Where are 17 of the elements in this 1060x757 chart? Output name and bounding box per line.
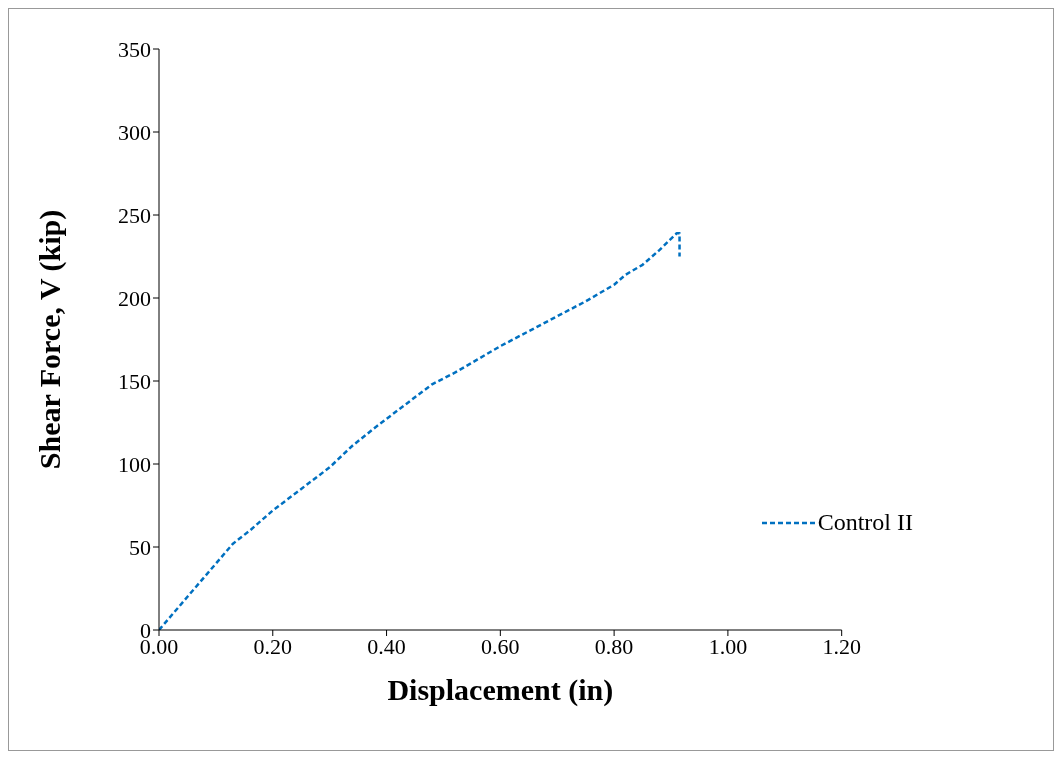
y-tick-label: 150: [118, 368, 151, 394]
y-tick-label: 200: [118, 285, 151, 311]
legend-label: Control II: [817, 509, 913, 536]
x-tick-label: 1.00: [708, 633, 748, 659]
y-tick-label: 250: [118, 202, 151, 228]
x-tick-label: 1.20: [822, 633, 861, 659]
x-tick-label: 0.40: [367, 633, 406, 659]
y-tick-label: 300: [118, 119, 151, 145]
x-tick-label: 0.20: [253, 633, 293, 659]
line-series: [159, 232, 681, 630]
y-tick-label: 350: [118, 36, 151, 62]
x-tick-label: 0.80: [594, 633, 634, 659]
x-axis-title: Displacement (in): [387, 673, 614, 707]
x-tick-label: 0.60: [481, 633, 520, 659]
y-tick-label: 100: [118, 451, 151, 477]
y-axis-title: Shear Force, V (kip): [32, 209, 67, 470]
y-tick-label: 50: [129, 534, 151, 560]
